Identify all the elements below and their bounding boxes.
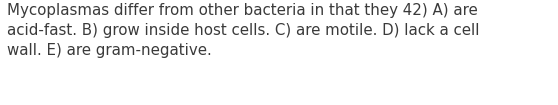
Text: Mycoplasmas differ from other bacteria in that they 42) A) are
acid-fast. B) gro: Mycoplasmas differ from other bacteria i… [7,3,480,58]
